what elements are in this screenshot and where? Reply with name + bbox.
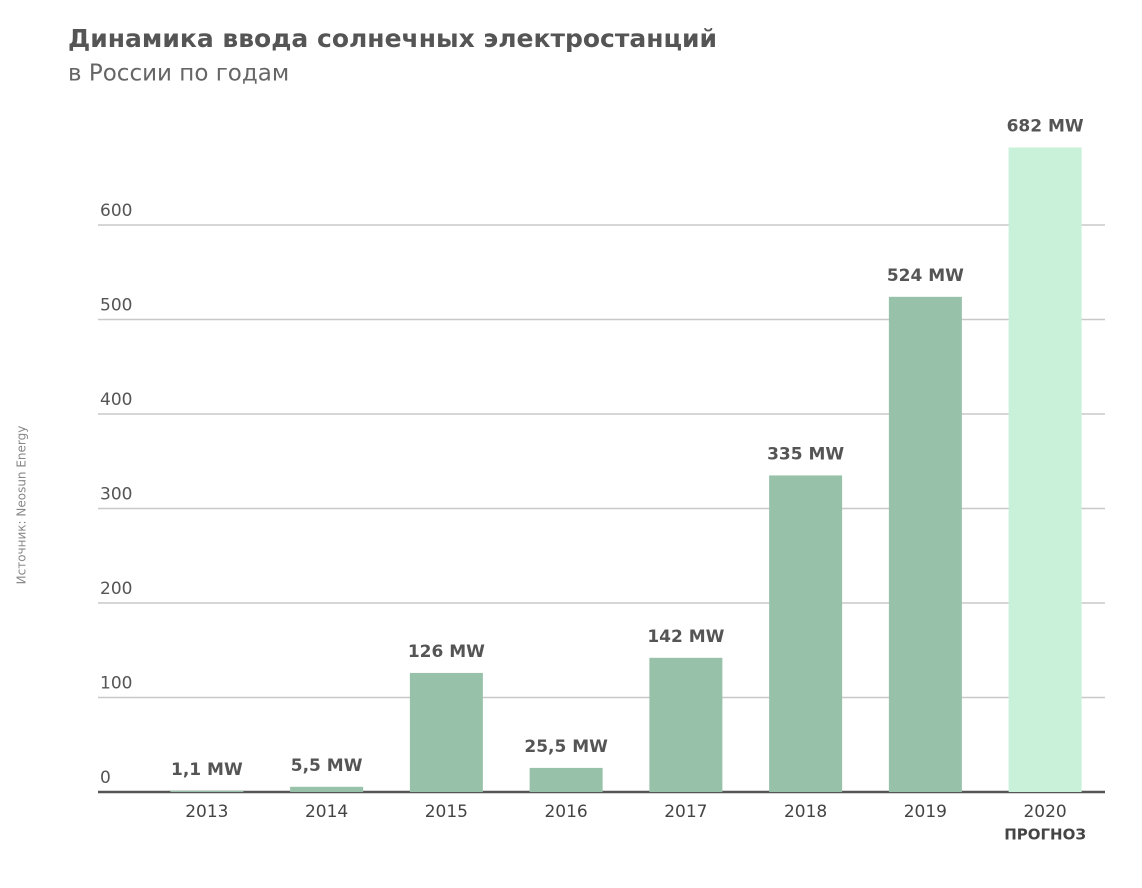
- value-label: 335 MW: [767, 444, 844, 464]
- y-tick-label: 100: [100, 674, 132, 694]
- bar: [529, 767, 603, 792]
- x-tick-label: 2016: [544, 802, 587, 822]
- value-label: 142 MW: [647, 627, 724, 647]
- bar: [170, 790, 244, 792]
- x-tick-label: 2019: [904, 802, 947, 822]
- y-tick-label: 500: [100, 296, 132, 316]
- bar: [649, 657, 723, 792]
- x-tick-label: 2020: [1023, 802, 1066, 822]
- y-tick-label: 200: [100, 579, 132, 599]
- value-label: 25,5 MW: [524, 737, 608, 757]
- x-tick-label: 2015: [425, 802, 468, 822]
- x-tick-label: 2018: [784, 802, 827, 822]
- x-tick-label: 2013: [185, 802, 228, 822]
- y-tick-label: 0: [100, 768, 111, 788]
- value-label: 1,1 MW: [171, 760, 243, 780]
- y-tick-label: 400: [100, 390, 132, 410]
- value-label: 524 MW: [887, 266, 964, 286]
- y-tick-label: 300: [100, 485, 132, 505]
- bar: [888, 296, 962, 792]
- value-label: 5,5 MW: [291, 756, 363, 776]
- chart-title: Динамика ввода солнечных электростанций: [68, 24, 717, 53]
- bar: [769, 475, 843, 792]
- bar: [290, 786, 364, 792]
- value-label: 682 MW: [1007, 117, 1084, 137]
- source-note: Источник: Neosun Energy: [15, 426, 29, 585]
- y-tick-label: 600: [100, 201, 132, 221]
- chart-subtitle: в России по годам: [68, 61, 289, 87]
- x-tick-note: ПРОГНОЗ: [1004, 826, 1086, 844]
- value-label: 126 MW: [408, 642, 485, 662]
- x-tick-label: 2014: [305, 802, 348, 822]
- x-tick-label: 2017: [664, 802, 707, 822]
- bar: [409, 672, 483, 792]
- bar: [1008, 147, 1082, 792]
